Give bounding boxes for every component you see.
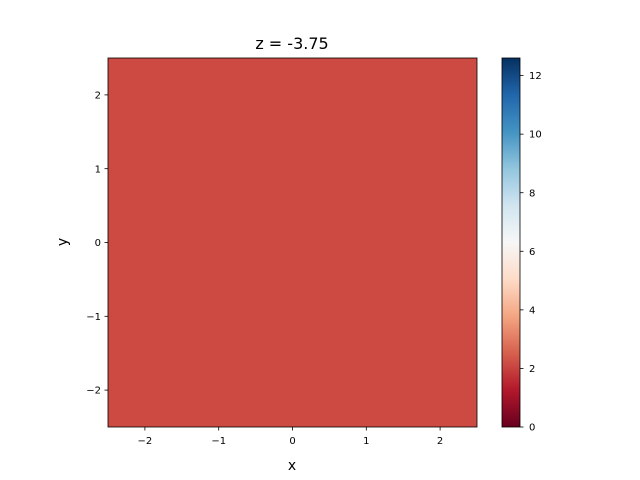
x-axis-label: x: [288, 458, 296, 474]
chart-title: z = -3.75: [255, 34, 328, 53]
colorbar-ticks: 0 2 4 6 8 10 12: [520, 71, 542, 434]
y-tick-label: −1: [86, 312, 101, 323]
x-axis-ticks: −2 −1 0 1 2: [138, 427, 443, 447]
y-tick-label: −2: [86, 386, 101, 397]
colorbar-tick-label: 6: [529, 247, 535, 258]
y-tick-label: 2: [95, 91, 101, 102]
y-axis-label: y: [55, 238, 71, 246]
colorbar-tick-label: 8: [529, 188, 535, 199]
heatmap-field: [108, 58, 477, 427]
y-tick-label: 0: [95, 238, 101, 249]
x-tick-label: 1: [363, 436, 369, 447]
y-tick-label: 1: [95, 164, 101, 175]
x-tick-label: 0: [289, 436, 295, 447]
colorbar-tick-label: 4: [529, 305, 535, 316]
x-tick-label: 2: [437, 436, 443, 447]
x-tick-label: −1: [211, 436, 226, 447]
colorbar-tick-label: 2: [529, 364, 535, 375]
colorbar-tick-label: 12: [529, 71, 542, 82]
y-axis-ticks: −2 −1 0 1 2: [86, 91, 108, 397]
x-tick-label: −2: [138, 436, 153, 447]
colorbar: [501, 57, 521, 428]
colorbar-tick-label: 0: [529, 423, 535, 434]
colorbar-tick-label: 10: [529, 130, 542, 141]
